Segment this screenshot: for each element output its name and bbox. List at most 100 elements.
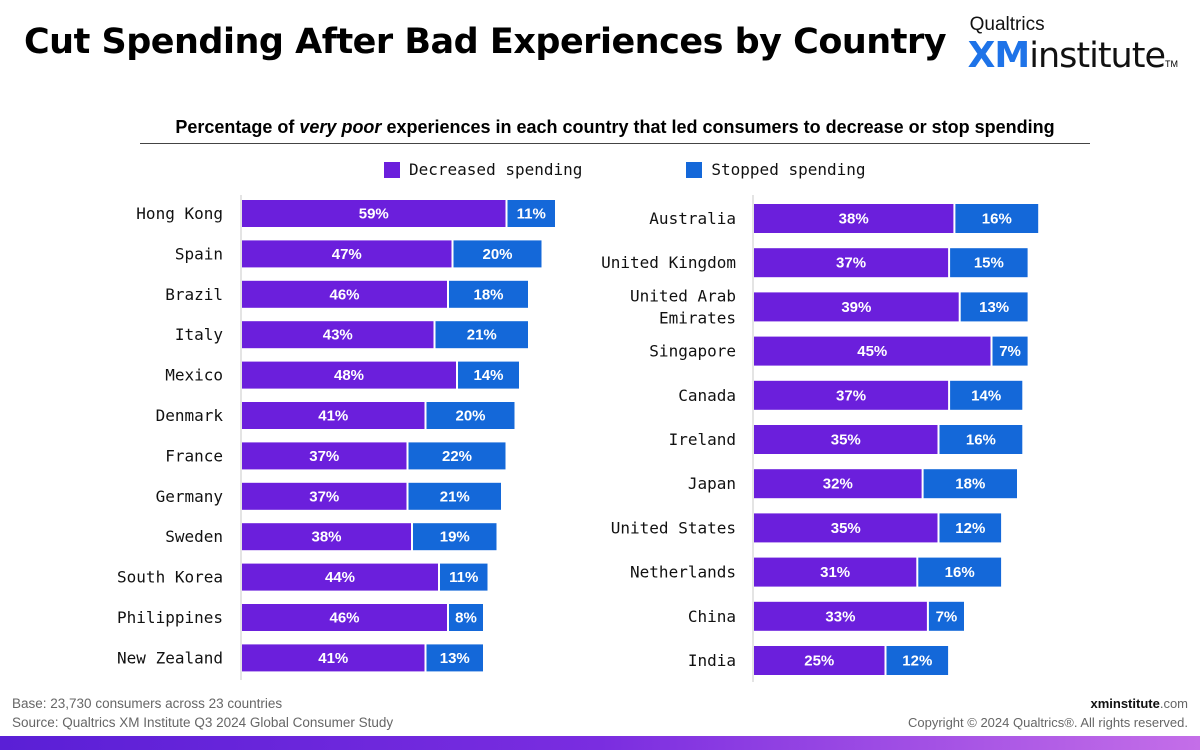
- value-label-italy-stopped-spending: 21%: [467, 327, 497, 344]
- logo-trademark: TM: [1165, 59, 1178, 69]
- category-label-united-kingdom: United Kingdom: [601, 253, 736, 272]
- value-label-brazil-decreased-spending: 46%: [329, 286, 359, 303]
- category-label-line: China: [688, 607, 736, 626]
- bar-china-decreased-spending: [754, 601, 927, 631]
- value-label-india-decreased-spending: 25%: [804, 653, 834, 670]
- legend-swatch-stopped: [686, 161, 703, 178]
- bar-sweden-stopped-spending: [413, 523, 497, 551]
- chart-legend: Decreased spending Stopped spending: [384, 160, 970, 179]
- value-label-united-states-decreased-spending: 35%: [831, 520, 861, 537]
- value-label-france-decreased-spending: 37%: [309, 448, 339, 465]
- category-label-united-states: United States: [611, 518, 736, 537]
- value-label-france-stopped-spending: 22%: [442, 448, 472, 465]
- value-label-sweden-stopped-spending: 19%: [440, 529, 470, 546]
- category-label-line: Germany: [156, 487, 224, 506]
- value-label-united-arab-emirates-stopped-spending: 13%: [979, 299, 1009, 316]
- footer-copyright: Copyright © 2024 Qualtrics®. All rights …: [908, 715, 1188, 730]
- legend-label-decreased: Decreased spending: [409, 160, 583, 179]
- bar-netherlands-decreased-spending: [754, 557, 917, 587]
- category-label-mexico: Mexico: [165, 366, 223, 385]
- value-label-australia-decreased-spending: 38%: [839, 211, 869, 228]
- category-label-line: Emirates: [659, 308, 736, 327]
- value-label-spain-stopped-spending: 20%: [482, 246, 512, 263]
- category-label-line: United Arab: [630, 286, 736, 305]
- bar-united-states-stopped-spending: [939, 513, 1002, 543]
- category-label-japan: Japan: [688, 474, 736, 493]
- bar-france-stopped-spending: [408, 442, 506, 470]
- value-label-hong-kong-decreased-spending: 59%: [359, 206, 389, 223]
- value-label-united-kingdom-stopped-spending: 15%: [974, 255, 1004, 272]
- category-label-italy: Italy: [175, 325, 224, 344]
- bar-australia-decreased-spending: [754, 204, 954, 233]
- category-label-india: India: [688, 651, 736, 670]
- value-label-japan-stopped-spending: 18%: [955, 476, 985, 493]
- category-label-new-zealand: New Zealand: [117, 648, 223, 667]
- value-label-united-kingdom-decreased-spending: 37%: [836, 255, 866, 272]
- subtitle-prefix: Percentage of: [175, 117, 300, 137]
- category-label-china: China: [688, 607, 736, 626]
- category-label-line: Italy: [175, 325, 224, 344]
- page-title: Cut Spending After Bad Experiences by Co…: [24, 22, 947, 62]
- value-label-denmark-decreased-spending: 41%: [318, 408, 348, 425]
- bar-india-stopped-spending: [886, 646, 949, 675]
- footer-site-bold: xminstitute: [1090, 696, 1160, 711]
- logo-qualtrics-text: Qualtrics: [969, 14, 1045, 35]
- category-label-line: Philippines: [117, 608, 223, 627]
- category-label-line: Sweden: [165, 527, 223, 546]
- bar-italy-decreased-spending: [242, 321, 434, 349]
- bar-china-stopped-spending: [928, 601, 964, 631]
- category-label-australia: Australia: [649, 209, 736, 228]
- bar-ireland-decreased-spending: [754, 425, 938, 454]
- bar-mexico-decreased-spending: [242, 361, 456, 389]
- category-label-line: United States: [611, 518, 736, 537]
- value-label-mexico-stopped-spending: 14%: [473, 367, 503, 384]
- category-label-hong-kong: Hong Kong: [136, 204, 223, 223]
- bar-canada-decreased-spending: [754, 380, 949, 410]
- bar-united-arab-emirates-decreased-spending: [754, 292, 959, 322]
- value-label-denmark-stopped-spending: 20%: [455, 408, 485, 425]
- logo-xm-text: XM: [967, 35, 1031, 76]
- bar-united-kingdom-decreased-spending: [754, 248, 949, 278]
- legend-swatch-decreased: [384, 161, 400, 178]
- category-label-united-arab-emirates: United Arab Emirates: [630, 286, 736, 327]
- subtitle-emphasis: very poor: [299, 117, 382, 137]
- category-label-line: South Korea: [117, 568, 223, 587]
- bar-hong-kong-stopped-spending: [507, 200, 555, 227]
- bar-brazil-decreased-spending: [242, 280, 447, 308]
- legend-item-stopped: Stopped spending: [686, 160, 866, 179]
- bar-denmark-stopped-spending: [426, 402, 515, 429]
- logo-main: XMinstituteTM: [968, 36, 1178, 83]
- bar-mexico-stopped-spending: [458, 361, 519, 389]
- category-label-netherlands: Netherlands: [630, 563, 736, 582]
- value-label-japan-decreased-spending: 32%: [823, 476, 853, 493]
- value-label-new-zealand-decreased-spending: 41%: [318, 650, 348, 667]
- value-label-south-korea-decreased-spending: 44%: [325, 569, 355, 586]
- bar-netherlands-stopped-spending: [918, 557, 1002, 587]
- category-label-ireland: Ireland: [669, 430, 736, 449]
- category-label-south-korea: South Korea: [117, 568, 223, 587]
- value-label-netherlands-stopped-spending: 16%: [945, 564, 975, 581]
- value-label-hong-kong-stopped-spending: 11%: [517, 206, 546, 223]
- chart-subtitle: Percentage of very poor experiences in e…: [140, 117, 1090, 144]
- category-label-line: Canada: [678, 386, 736, 405]
- footer-site[interactable]: xminstitute.com: [908, 694, 1188, 713]
- category-label-line: Hong Kong: [136, 204, 223, 223]
- bar-spain-stopped-spending: [453, 240, 542, 268]
- category-label-denmark: Denmark: [156, 406, 224, 425]
- value-label-mexico-decreased-spending: 48%: [334, 367, 364, 384]
- value-label-netherlands-decreased-spending: 31%: [820, 564, 850, 581]
- bottom-gradient-bar: [0, 736, 1200, 750]
- legend-item-decreased: Decreased spending: [384, 160, 582, 179]
- bar-japan-stopped-spending: [923, 469, 1017, 499]
- category-label-line: United Kingdom: [601, 253, 736, 272]
- category-label-line: Australia: [649, 209, 736, 228]
- category-label-france: France: [165, 446, 223, 465]
- footer-right: xminstitute.com Copyright © 2024 Qualtri…: [908, 694, 1188, 732]
- legend-label-stopped: Stopped spending: [711, 160, 866, 179]
- value-label-south-korea-stopped-spending: 11%: [449, 569, 478, 586]
- value-label-united-arab-emirates-decreased-spending: 39%: [841, 299, 871, 316]
- category-label-line: Singapore: [649, 342, 736, 361]
- footer-notes: Base: 23,730 consumers across 23 countri…: [12, 694, 393, 732]
- bar-japan-decreased-spending: [754, 469, 922, 499]
- category-label-line: India: [688, 651, 736, 670]
